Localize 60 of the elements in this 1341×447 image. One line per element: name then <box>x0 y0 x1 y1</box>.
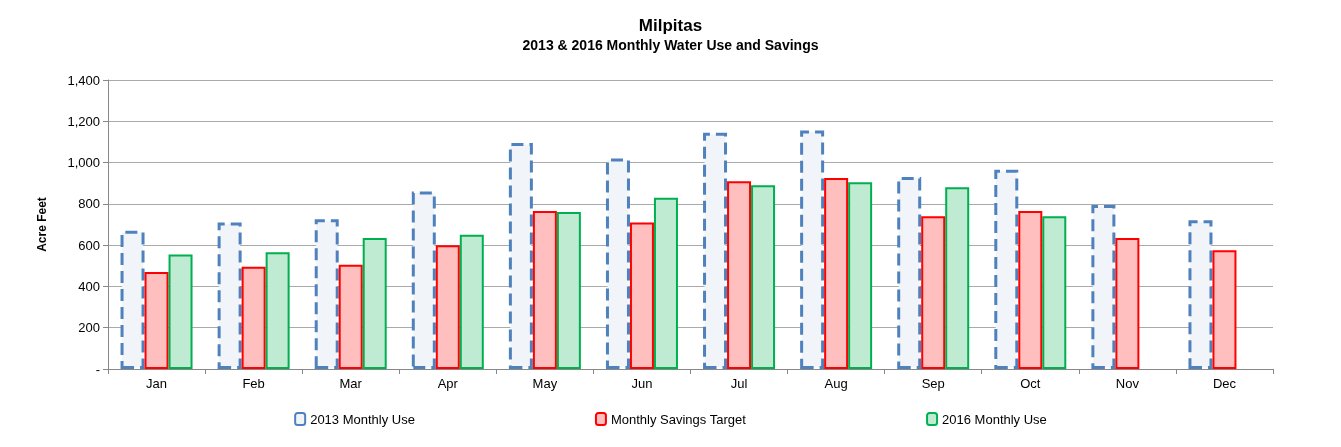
bar <box>1115 237 1140 369</box>
x-tick-label: Jun <box>631 376 653 391</box>
y-tick-label: 1,400 <box>67 72 100 88</box>
y-tick-label: 600 <box>78 237 100 253</box>
bar <box>435 245 460 369</box>
bar <box>120 230 145 369</box>
x-tick-label: Aug <box>824 376 848 391</box>
x-tick-label: Sep <box>921 376 945 391</box>
bar <box>751 185 776 369</box>
y-tick-label: 800 <box>78 196 100 212</box>
bar <box>629 222 654 369</box>
bar <box>532 211 557 369</box>
bar <box>703 132 728 369</box>
bar <box>653 197 678 369</box>
y-tick-label: 1,000 <box>67 155 100 171</box>
bar <box>897 177 922 369</box>
y-tick-label: 400 <box>78 278 100 294</box>
bar <box>1042 216 1067 369</box>
bar <box>362 237 387 369</box>
bar <box>727 181 752 369</box>
bar <box>314 219 339 369</box>
bar <box>605 158 630 369</box>
x-tick-label: May <box>532 376 558 391</box>
bar <box>1212 250 1237 369</box>
x-tick-label: Jul <box>730 376 748 391</box>
bar <box>411 191 436 369</box>
x-tick-label: Apr <box>437 376 459 391</box>
chart-subtitle: 2013 & 2016 Monthly Water Use and Savings <box>522 37 819 53</box>
bar <box>1018 211 1043 369</box>
x-tick-label: Nov <box>1115 376 1140 391</box>
bar <box>1091 204 1116 369</box>
bar <box>824 178 849 369</box>
bar <box>241 266 266 369</box>
bar <box>848 182 873 369</box>
bar <box>800 130 825 369</box>
x-tick-label: Dec <box>1212 376 1237 391</box>
bar <box>994 169 1019 369</box>
x-tick-label: Jan <box>146 376 168 391</box>
x-tick-label: Feb <box>242 376 265 391</box>
y-axis-title: Acre Feet <box>35 197 49 252</box>
y-tick-label: - <box>95 361 100 377</box>
y-tick-label: 200 <box>78 320 100 336</box>
y-tick-label: 1,200 <box>67 113 100 129</box>
legend-label: 2013 Monthly Use <box>310 411 415 427</box>
chart-title: Milpitas <box>638 16 703 35</box>
bar <box>945 187 970 369</box>
bar <box>459 234 484 369</box>
bar <box>338 264 363 369</box>
bar <box>144 271 169 369</box>
bar <box>168 254 193 369</box>
legend-label: Monthly Savings Target <box>610 411 747 427</box>
x-tick-label: Mar <box>339 376 363 391</box>
bar <box>1188 220 1213 369</box>
bar <box>508 142 533 369</box>
bar <box>217 222 242 369</box>
bar <box>556 212 581 369</box>
bar <box>265 252 290 369</box>
legend-label: 2016 Monthly Use <box>942 411 1047 427</box>
x-tick-label: Oct <box>1020 376 1041 391</box>
bar <box>921 216 946 369</box>
